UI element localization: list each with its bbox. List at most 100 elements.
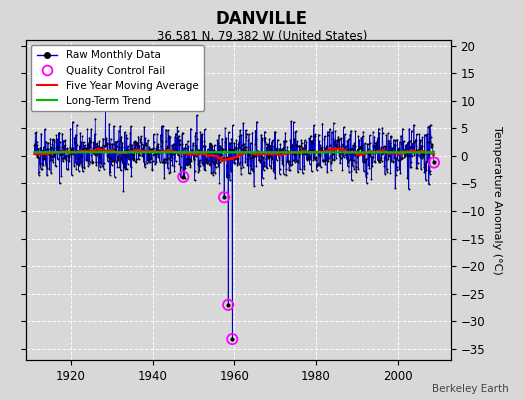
Point — [102, 142, 110, 148]
Point — [116, 136, 125, 143]
Point — [116, 123, 124, 130]
Point — [232, 146, 240, 152]
Point — [352, 159, 361, 165]
Point — [365, 151, 373, 158]
Point — [356, 145, 365, 152]
Point — [252, 163, 260, 170]
Point — [242, 127, 250, 133]
Point — [366, 153, 375, 160]
Text: 36.581 N, 79.382 W (United States): 36.581 N, 79.382 W (United States) — [157, 30, 367, 43]
Point — [237, 165, 245, 171]
Point — [407, 128, 416, 134]
Point — [397, 140, 406, 147]
Point — [81, 145, 89, 151]
Point — [334, 142, 343, 149]
Point — [328, 156, 336, 163]
Point — [77, 152, 85, 159]
Point — [238, 163, 247, 170]
Point — [64, 154, 73, 160]
Point — [59, 158, 67, 165]
Point — [136, 152, 144, 158]
Point — [193, 151, 202, 157]
Point — [249, 168, 257, 174]
Point — [308, 139, 316, 146]
Point — [69, 151, 78, 157]
Point — [322, 142, 331, 149]
Point — [399, 138, 408, 145]
Point — [420, 168, 429, 175]
Point — [314, 131, 323, 138]
Point — [263, 141, 271, 148]
Point — [258, 135, 266, 141]
Point — [173, 128, 182, 134]
Point — [80, 165, 89, 171]
Point — [363, 180, 371, 186]
Point — [251, 127, 259, 134]
Point — [263, 165, 271, 171]
Point — [152, 143, 161, 149]
Point — [269, 158, 277, 165]
Point — [107, 162, 116, 168]
Point — [148, 166, 157, 172]
Point — [430, 159, 438, 166]
Point — [180, 150, 188, 156]
Point — [100, 142, 108, 149]
Point — [80, 164, 88, 170]
Point — [386, 140, 394, 146]
Point — [254, 150, 262, 156]
Point — [49, 136, 57, 142]
Point — [254, 147, 263, 154]
Point — [363, 170, 371, 176]
Point — [38, 148, 46, 154]
Point — [110, 123, 118, 129]
Point — [256, 148, 265, 155]
Point — [279, 162, 287, 168]
Point — [373, 157, 381, 164]
Point — [362, 156, 370, 162]
Point — [40, 156, 49, 162]
Point — [329, 150, 337, 157]
Point — [311, 156, 320, 163]
Point — [57, 147, 65, 154]
Point — [364, 145, 372, 152]
Point — [300, 147, 308, 153]
Point — [413, 160, 422, 166]
Point — [39, 144, 48, 150]
Point — [262, 164, 270, 170]
Point — [424, 124, 432, 130]
Point — [365, 164, 374, 171]
Point — [350, 166, 358, 172]
Point — [158, 138, 167, 145]
Point — [323, 148, 331, 154]
Point — [164, 127, 172, 133]
Point — [110, 141, 118, 148]
Point — [429, 150, 437, 156]
Point — [335, 148, 344, 155]
Point — [217, 152, 226, 158]
Point — [32, 151, 40, 158]
Point — [145, 159, 153, 166]
Point — [430, 159, 438, 166]
Point — [136, 136, 144, 142]
Point — [79, 146, 87, 153]
Point — [348, 156, 356, 163]
Point — [352, 169, 361, 175]
Point — [186, 164, 194, 170]
Point — [168, 142, 176, 148]
Point — [67, 146, 75, 153]
Point — [182, 161, 191, 167]
Point — [121, 129, 129, 136]
Point — [377, 158, 386, 164]
Point — [403, 150, 411, 156]
Point — [75, 143, 84, 149]
Point — [133, 140, 141, 146]
Point — [100, 166, 108, 172]
Point — [299, 170, 307, 177]
Point — [207, 170, 215, 176]
Point — [322, 144, 330, 151]
Point — [63, 145, 71, 151]
Point — [171, 134, 179, 140]
Point — [374, 125, 383, 132]
Point — [118, 144, 126, 150]
Point — [183, 150, 192, 156]
